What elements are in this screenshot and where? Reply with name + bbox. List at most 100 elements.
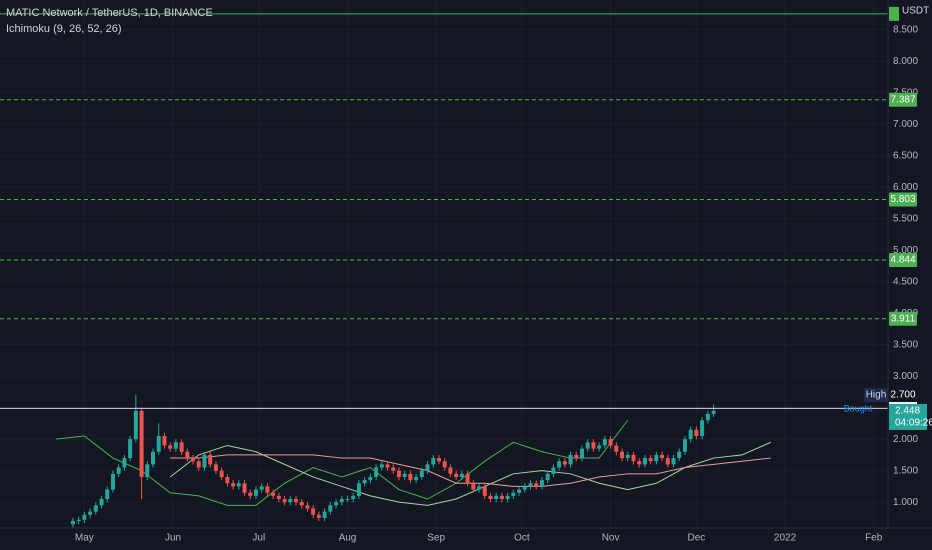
x-tick-label: Aug	[339, 533, 357, 544]
candle-body	[694, 429, 699, 437]
y-tick-label: 3.000	[893, 371, 918, 382]
candle-body	[431, 458, 436, 465]
y-tick-label: 5.500	[893, 213, 918, 224]
candle-body	[162, 436, 167, 446]
x-tick-label: Nov	[602, 533, 620, 544]
candle-body	[105, 489, 110, 500]
high-tag-bg	[889, 388, 917, 403]
candle-body	[225, 476, 230, 484]
candle-body	[379, 464, 384, 468]
level-tag-bg	[889, 92, 917, 107]
candle-body	[620, 451, 625, 459]
candle-body	[557, 461, 562, 468]
candle-body	[259, 486, 264, 490]
level-tag: 5.803	[890, 194, 915, 205]
candle-body	[511, 492, 516, 496]
candle-body	[454, 473, 459, 477]
alert-tag	[889, 6, 899, 21]
candle-body	[128, 439, 133, 459]
high-tag: 2.700	[890, 390, 915, 401]
candle-body	[345, 499, 350, 501]
y-tick-label: 7.000	[893, 119, 918, 130]
candle-body	[191, 458, 196, 462]
candle-body	[660, 454, 665, 459]
candle-body	[642, 458, 647, 465]
candle-body	[654, 454, 659, 462]
candle-body	[99, 499, 104, 506]
candle-body	[665, 458, 670, 465]
y-tick-label: 6.500	[893, 150, 918, 161]
candle-body	[334, 502, 339, 506]
candle-body	[568, 454, 573, 465]
candle-body	[459, 473, 464, 477]
candle-body	[625, 454, 630, 459]
candle-body	[391, 467, 396, 471]
x-tick-label: Jul	[252, 533, 265, 544]
bought-label: Bought	[844, 403, 873, 413]
candle-body	[517, 489, 522, 493]
candle-body	[139, 410, 144, 477]
candle-body	[219, 470, 224, 477]
y-tick-label: 8.000	[893, 56, 918, 67]
candle-body	[499, 495, 504, 500]
candle-body	[265, 486, 270, 493]
candle-body	[328, 505, 333, 512]
candle-body	[179, 442, 184, 452]
chart-title: MATIC Network / TetherUS, 1D, BINANCE	[6, 7, 213, 19]
candle-body	[156, 436, 161, 452]
candle-body	[402, 473, 407, 477]
candle-body	[168, 445, 173, 449]
candle-body	[614, 445, 619, 452]
candle-body	[539, 480, 544, 487]
x-tick-label: Sep	[427, 533, 445, 544]
currency-label: USDT	[902, 6, 929, 17]
candle-body	[236, 483, 241, 487]
candle-body	[419, 470, 424, 477]
candle-body	[688, 429, 693, 440]
candle-body	[145, 464, 150, 477]
last-tag-bg	[889, 403, 927, 430]
candle-body	[133, 410, 138, 440]
grid	[0, 0, 888, 528]
indicator-line	[169, 441, 771, 506]
candle-body	[436, 458, 441, 462]
last-price: 2.448	[895, 406, 920, 417]
candle-body	[282, 499, 287, 503]
candle-body	[122, 458, 127, 468]
candle-body	[700, 420, 705, 437]
candle-body	[677, 451, 682, 459]
candle-body	[562, 461, 567, 465]
candle-body	[602, 439, 607, 446]
indicator-line	[170, 454, 771, 487]
candle-body	[488, 495, 493, 500]
candle-body	[76, 519, 81, 522]
candle-body	[374, 467, 379, 477]
level-tag: 3.911	[891, 313, 916, 324]
candle-body	[368, 476, 373, 481]
high-label-bg	[864, 388, 888, 403]
indicator-label: Ichimoku (9, 26, 52, 26)	[6, 23, 122, 35]
candle-body	[534, 483, 539, 487]
candle-body	[351, 495, 356, 500]
candle-body	[276, 495, 281, 500]
candle-body	[579, 448, 584, 459]
candle-body	[505, 495, 510, 500]
candle-body	[528, 483, 533, 487]
candle-body	[82, 514, 87, 520]
x-tick-label: Feb	[865, 533, 883, 544]
candle-body	[631, 454, 636, 462]
indicator-line	[55, 419, 629, 506]
level-tag: 4.844	[890, 255, 915, 266]
y-tick-label: 1.500	[893, 465, 918, 476]
candle-body	[88, 511, 93, 515]
y-tick-label: 3.500	[893, 339, 918, 350]
candle-body	[202, 454, 207, 468]
candle-body	[213, 464, 218, 471]
candle-body	[597, 445, 602, 449]
candle-body	[362, 480, 367, 484]
y-tick-label: 8.500	[893, 24, 918, 35]
candle-body	[173, 442, 178, 449]
